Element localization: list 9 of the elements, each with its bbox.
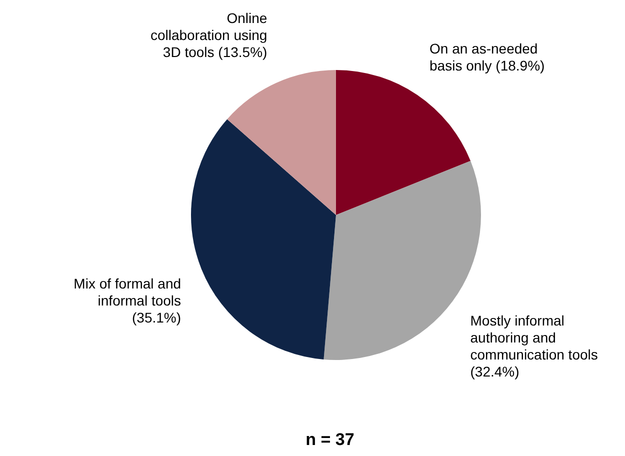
slice-label: Mostly informal authoring and communication tools: [470, 312, 598, 362]
data-label: (32.4%): [470, 363, 520, 380]
slice-label: Mix of formal and informal tools: [74, 275, 182, 308]
slice-label: On an as-needed basis only (18.9%): [430, 40, 545, 74]
pie-slice: [191, 119, 336, 360]
slice-label: Online collaboration using 3D tools (13.5%): [150, 10, 268, 60]
data-label: (35.1%): [132, 309, 182, 326]
pie-slice: [227, 70, 336, 215]
text: n = 37: [306, 430, 354, 449]
